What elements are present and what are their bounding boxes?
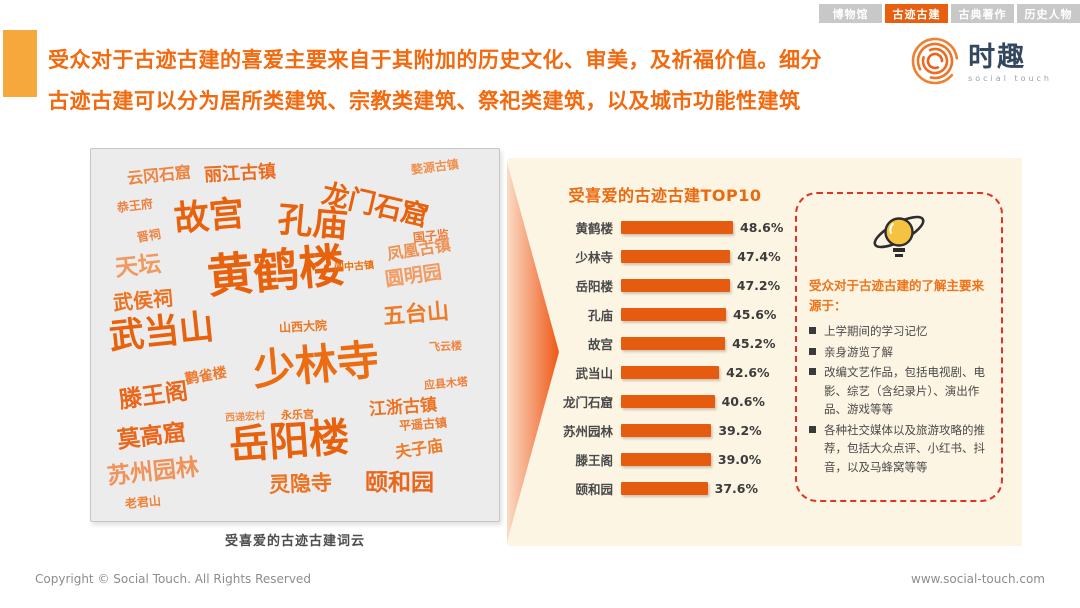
bar-label: 滕王阁 <box>575 453 613 468</box>
insight-heading: 受众对于古迹古建的了解主要来源于： <box>809 278 985 313</box>
insight-box: 受众对于古迹古建的了解主要来源于： 上学期间的学习记忆 亲身游览了解 改编文艺作品，… <box>795 192 1003 502</box>
social-touch-logo: 时趣 social touch <box>910 36 1052 90</box>
arrow-right-icon <box>507 162 559 542</box>
chart-row-孔庙: 孔庙 45.6% <box>527 300 797 329</box>
cloud-word: 丽江古镇 <box>203 161 277 186</box>
cloud-word: 五台山 <box>382 299 451 330</box>
bar <box>621 366 720 379</box>
bar <box>621 395 715 408</box>
chart-row-颐和园: 颐和园 37.6% <box>527 474 797 503</box>
insight-bullet-list: 上学期间的学习记忆 亲身游览了解 改编文艺作品，包括电视剧、电影、综艺（含纪录片）、… <box>809 322 989 476</box>
insight-bullet: 亲身游览了解 <box>809 343 989 362</box>
bar-value: 47.4% <box>737 249 781 264</box>
bar-label: 黄鹤楼 <box>575 221 613 236</box>
wordcloud-caption: 受喜爱的古迹古建词云 <box>224 534 365 549</box>
logo-subtitle: social touch <box>968 73 1052 83</box>
bar <box>621 279 730 292</box>
bar <box>621 337 726 350</box>
tab-历史人物[interactable]: 历史人物 <box>1017 4 1080 23</box>
bar-label: 孔庙 <box>587 308 613 323</box>
lightbulb-orbit-icon <box>809 208 989 266</box>
chart-row-少林寺: 少林寺 47.4% <box>527 242 797 271</box>
top-nav-tabs: 博物馆 古迹古建 古典著作 历史人物 <box>819 4 1080 23</box>
bar-value: 47.2% <box>736 278 781 293</box>
bar-value: 39.2% <box>718 423 762 438</box>
title-line-2: 古迹古建可以分为居所类建筑、宗教类建筑、祭祀类建筑，以及城市功能性建筑 <box>48 89 801 113</box>
cloud-word: 故宫 <box>172 193 246 240</box>
tab-古迹古建[interactable]: 古迹古建 <box>885 4 948 23</box>
top10-bar-chart: 黄鹤楼 48.6% 少林寺 47.4% 岳阳楼 47.2% 孔庙 45.6% 故宫 45.2% 武当… <box>527 213 797 503</box>
insight-bullet: 改编文艺作品，包括电视剧、电影、综艺（含纪录片）、演出作品、游戏等等 <box>809 363 989 419</box>
cloud-word: 滕王阁 <box>117 378 190 414</box>
chart-row-龙门石窟: 龙门石窟 40.6% <box>527 387 797 416</box>
tab-古典著作[interactable]: 古典著作 <box>951 4 1014 23</box>
bar-label: 岳阳楼 <box>575 279 613 294</box>
cloud-word: 飞云楼 <box>428 339 463 354</box>
tab-博物馆[interactable]: 博物馆 <box>819 4 882 23</box>
cloud-word: 阆中古镇 <box>333 260 375 274</box>
cloud-word: 武当山 <box>107 307 216 358</box>
bar-value: 42.6% <box>726 365 770 380</box>
chart-row-黄鹤楼: 黄鹤楼 48.6% <box>527 213 797 242</box>
bar <box>621 308 727 321</box>
bar-label: 武当山 <box>575 366 613 381</box>
bar-label: 龙门石窟 <box>562 395 613 410</box>
chart-row-武当山: 武当山 42.6% <box>527 358 797 387</box>
website-text: www.social-touch.com <box>911 572 1045 586</box>
bar <box>621 482 708 495</box>
logo-name: 时趣 <box>968 41 1027 73</box>
bar-value: 45.2% <box>732 336 776 351</box>
logo-rings-icon <box>910 36 960 90</box>
bar-value: 40.6% <box>721 394 765 409</box>
chart-row-滕王阁: 滕王阁 39.0% <box>527 445 797 474</box>
wordcloud-panel: 云冈石窟 丽江古镇 婺源古镇 龙门石窟 恭王府 故宫 孔庙 晋祠 国子监 凤凰古镇 天坛 黄鹤楼 阆中古… <box>90 148 500 522</box>
cloud-word: 鹳雀楼 <box>183 364 228 388</box>
chart-row-苏州园林: 苏州园林 39.2% <box>527 416 797 445</box>
bar-value: 37.6% <box>714 481 759 496</box>
bar-value: 45.6% <box>733 307 777 322</box>
copyright-text: Copyright © Social Touch. All Rights Res… <box>35 572 311 586</box>
bar-value: 48.6% <box>740 220 784 235</box>
chart-row-岳阳楼: 岳阳楼 47.2% <box>527 271 797 300</box>
chart-panel <box>507 158 1022 546</box>
cloud-word: 恭王府 <box>116 196 154 215</box>
cloud-word: 云冈石窟 <box>126 162 192 188</box>
cloud-word: 夫子庙 <box>393 435 445 462</box>
cloud-word: 婺源古镇 <box>410 157 460 177</box>
bar-label: 颐和园 <box>575 482 613 497</box>
chart-title: 受喜爱的古迹古建TOP10 <box>568 186 762 205</box>
bar <box>621 221 733 234</box>
cloud-word: 黄鹤楼 <box>204 238 348 304</box>
bar-value: 39.0% <box>717 452 762 467</box>
bar-label: 故宫 <box>587 337 613 352</box>
cloud-word: 老君山 <box>124 493 162 511</box>
cloud-word: 岳阳楼 <box>227 414 351 469</box>
cloud-word: 晋祠 <box>135 226 162 245</box>
bar-label: 少林寺 <box>575 250 613 265</box>
bar <box>621 453 711 466</box>
bar <box>621 424 712 437</box>
cloud-word: 颐和园 <box>365 470 434 496</box>
bar-label: 苏州园林 <box>562 424 613 439</box>
page-title: 受众对于古迹古建的喜爱主要来自于其附加的历史文化、审美，及祈福价值。细分 古迹古… <box>48 40 918 122</box>
cloud-word: 少林寺 <box>251 335 381 395</box>
chart-row-故宫: 故宫 45.2% <box>527 329 797 358</box>
insight-bullet: 各种社交媒体以及旅游攻略的推荐，包括大众点评、小红书、抖音，以及马蜂窝等等 <box>809 421 989 477</box>
insight-bullet: 上学期间的学习记忆 <box>809 322 989 341</box>
accent-square <box>3 30 37 97</box>
cloud-word: 天坛 <box>113 251 163 282</box>
title-line-1: 受众对于古迹古建的喜爱主要来自于其附加的历史文化、审美，及祈福价值。细分 <box>48 48 822 72</box>
bar <box>621 250 731 263</box>
cloud-word: 灵隐寺 <box>268 470 333 497</box>
